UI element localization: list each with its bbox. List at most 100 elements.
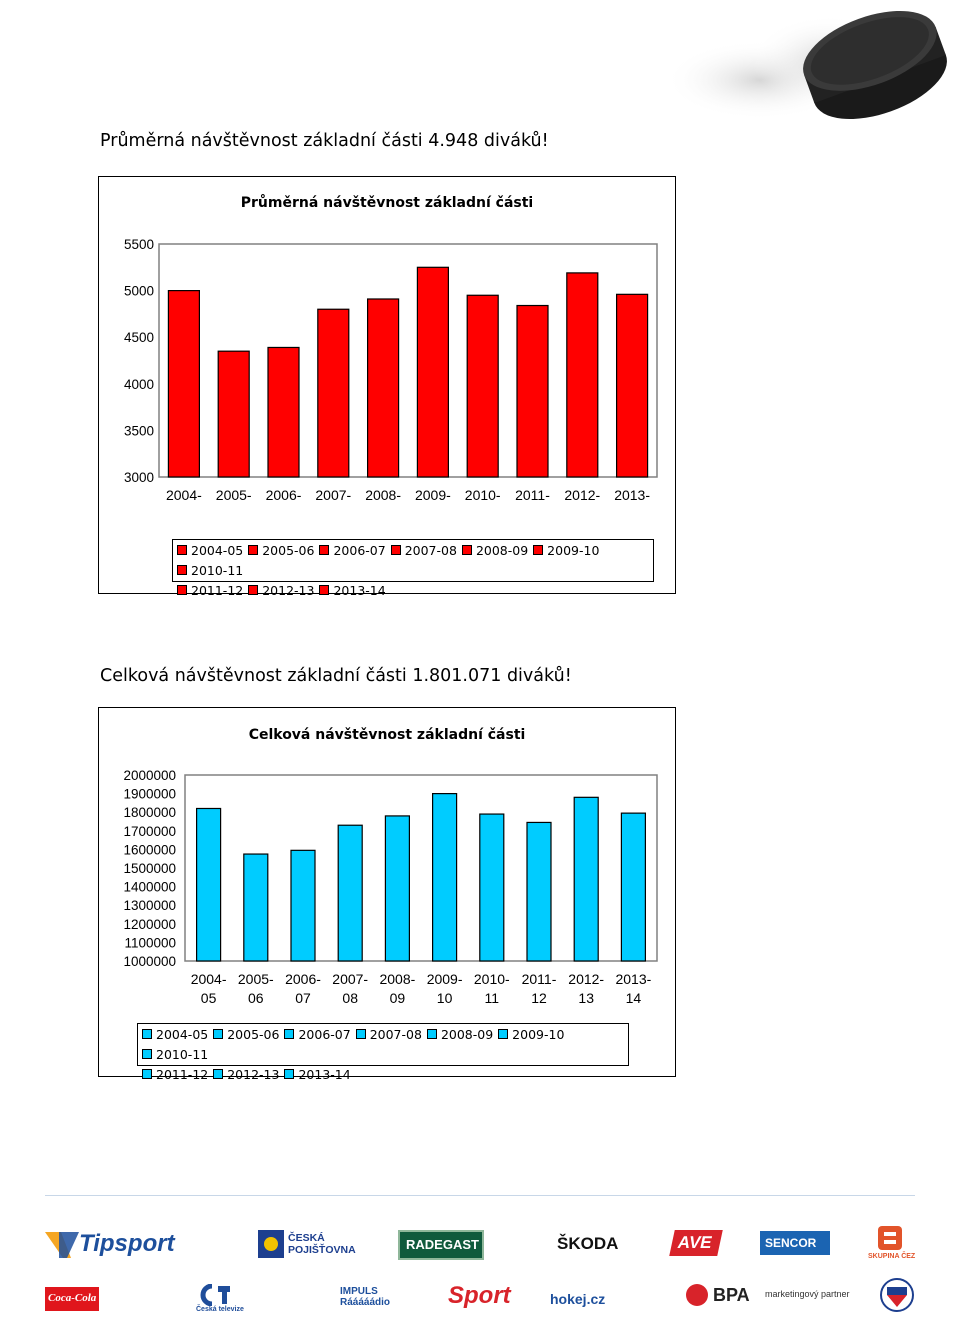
total-y-tick-label: 1700000 [123, 824, 176, 839]
avg-attendance-chart: Průměrná návštěvnost základní části 5500 5… [98, 176, 676, 598]
legend-label: 2013-14 [298, 1067, 351, 1082]
coca-cola-logo: Coca-Cola [45, 1287, 99, 1311]
total-x-tick-label: 14 [626, 990, 642, 1006]
avg-x-tick-label: 2009- [415, 487, 451, 503]
legend-label: 2011-12 [191, 583, 244, 598]
avg-attendance-legend: 2004-05 2005-06 2006-07 2007-08 2008-09 2009-… [172, 539, 654, 598]
bpa-logo: BPA [685, 1283, 750, 1311]
total-x-tick-label: 2012- [568, 971, 604, 987]
total-bar-2010-11 [479, 813, 505, 962]
legend-swatch [248, 585, 259, 595]
total-x-tick-label: 05 [201, 990, 217, 1006]
total-x-tick-label: 2009- [427, 971, 463, 987]
skupina-cez-logo: SKUPINA ČEZ [868, 1226, 915, 1260]
legend-swatch [355, 1029, 366, 1039]
legend-label: 2006-07 [333, 543, 386, 558]
total-bar-2004-05 [195, 807, 222, 962]
legend-swatch [498, 1029, 509, 1039]
total-x-tick-label: 12 [531, 990, 547, 1006]
total-x-tick-label: 2010- [474, 971, 510, 987]
avg-y-tick-label: 5500 [124, 237, 154, 252]
legend-entry-2010-11: 2010-11 [142, 1045, 208, 1065]
avg-x-tick-label: 09 [375, 506, 391, 507]
total-y-tick-label: 1800000 [123, 805, 176, 820]
avg-x-tick-label: 2010- [465, 487, 501, 503]
legend-swatch [533, 545, 544, 555]
avg-y-tick-label: 4000 [124, 377, 154, 392]
avg-bar-2007-08 [317, 308, 350, 478]
legend-entry-2006-07: 2006-07 [284, 1025, 351, 1045]
legend-row: 2011-12 2012-13 2013-14 [142, 1065, 624, 1085]
avg-bar-2004-05 [167, 289, 201, 478]
legend-entry-2013-14: 2013-14 [284, 1065, 351, 1085]
total-y-tick-label: 2000000 [123, 768, 176, 783]
avg-x-tick-label: 07 [276, 506, 292, 507]
legend-entry-2009-10: 2009-10 [533, 541, 599, 561]
total-bar-2007-08 [337, 824, 363, 962]
legend-entry-2007-08: 2007-08 [355, 1025, 422, 1045]
legend-label: 2010-11 [156, 1047, 209, 1062]
legend-label: 2007-08 [404, 543, 457, 558]
legend-entry-2012-13: 2012-13 [213, 1065, 279, 1085]
total-x-tick-label: 07 [295, 990, 311, 1006]
total-x-tick-label: 2007- [332, 971, 368, 987]
legend-label: 2012-13 [262, 583, 315, 598]
legend-label: 2004-05 [156, 1027, 209, 1042]
legend-entry-2008-09: 2008-09 [426, 1025, 494, 1045]
avg-x-tick-label: 08 [326, 506, 342, 507]
legend-label: 2005-06 [227, 1027, 280, 1042]
legend-swatch [319, 585, 330, 595]
legend-label: 2005-06 [262, 543, 315, 558]
total-y-tick-label: 1300000 [123, 898, 176, 913]
legend-swatch [142, 1049, 152, 1059]
avg-bar-2012-13 [566, 272, 599, 478]
legend-swatch [177, 565, 187, 575]
total-y-tick-label: 1100000 [124, 935, 176, 950]
total-attendance-plot: Celková návštěvnost základní části 200000… [123, 727, 658, 1006]
legend-entry-2007-08: 2007-08 [390, 541, 457, 561]
legend-entry-2006-07: 2006-07 [319, 541, 386, 561]
legend-swatch [142, 1069, 152, 1079]
total-x-tick-label: 2011- [522, 971, 557, 987]
avg-x-tick-label: 11 [475, 506, 490, 507]
sencor-logo: SENCOR [760, 1231, 830, 1255]
legend-swatch [284, 1069, 295, 1079]
avg-bar-2009-10 [416, 266, 449, 478]
legend-label: 2008-09 [440, 1027, 494, 1042]
total-x-tick-label: 13 [578, 990, 594, 1006]
total-x-tick-label: 09 [390, 990, 406, 1006]
avg-bar-2010-11 [466, 294, 499, 478]
avg-x-tick-label: 2004- [166, 487, 202, 503]
legend-label: 2012-13 [227, 1067, 280, 1082]
avg-bar-2008-09 [367, 298, 400, 478]
total-bar-2011-12 [526, 821, 552, 962]
legend-swatch [248, 545, 259, 555]
avg-x-tick-label: 06 [226, 506, 242, 507]
total-y-tick-label: 1400000 [123, 880, 176, 895]
total-y-tick-label: 1600000 [123, 842, 176, 857]
total-attendance-heading: Celková návštěvnost základní části 1.801… [100, 666, 572, 686]
total-attendance-legend: 2004-05 2005-06 2006-07 2007-08 2008-09 2009-… [137, 1023, 629, 1082]
legend-row: 2004-05 2005-06 2006-07 2007-08 2008-09 2009-… [177, 541, 649, 581]
legend-entry-2009-10: 2009-10 [498, 1025, 564, 1045]
legend-swatch [142, 1029, 152, 1039]
footer-divider [45, 1195, 915, 1196]
total-x-tick-label: 2013- [615, 971, 651, 987]
league-emblem-icon [880, 1277, 914, 1317]
avg-bar-2005-06 [217, 350, 250, 478]
legend-entry-2012-13: 2012-13 [248, 581, 314, 601]
avg-x-tick-label: 05 [176, 506, 192, 507]
avg-chart-title: Průměrná návštěvnost základní části [241, 194, 533, 211]
total-bar-2012-13 [573, 796, 599, 962]
total-y-tick-label: 1200000 [123, 917, 176, 932]
total-x-tick-label: 2005- [238, 971, 274, 987]
avg-y-tick-label: 5000 [124, 284, 154, 299]
total-chart-title: Celková návštěvnost základní části [249, 727, 526, 743]
avg-attendance-plot: Průměrná návštěvnost základní části 5500 5… [124, 194, 658, 507]
tipsport-logo: Tipsport [45, 1228, 185, 1266]
legend-label: 2006-07 [298, 1027, 351, 1042]
total-bar-2005-06 [243, 853, 269, 962]
avg-x-tick-label: 14 [624, 506, 640, 507]
total-x-tick-label: 2004- [191, 971, 227, 987]
legend-label: 2010-11 [191, 563, 244, 578]
